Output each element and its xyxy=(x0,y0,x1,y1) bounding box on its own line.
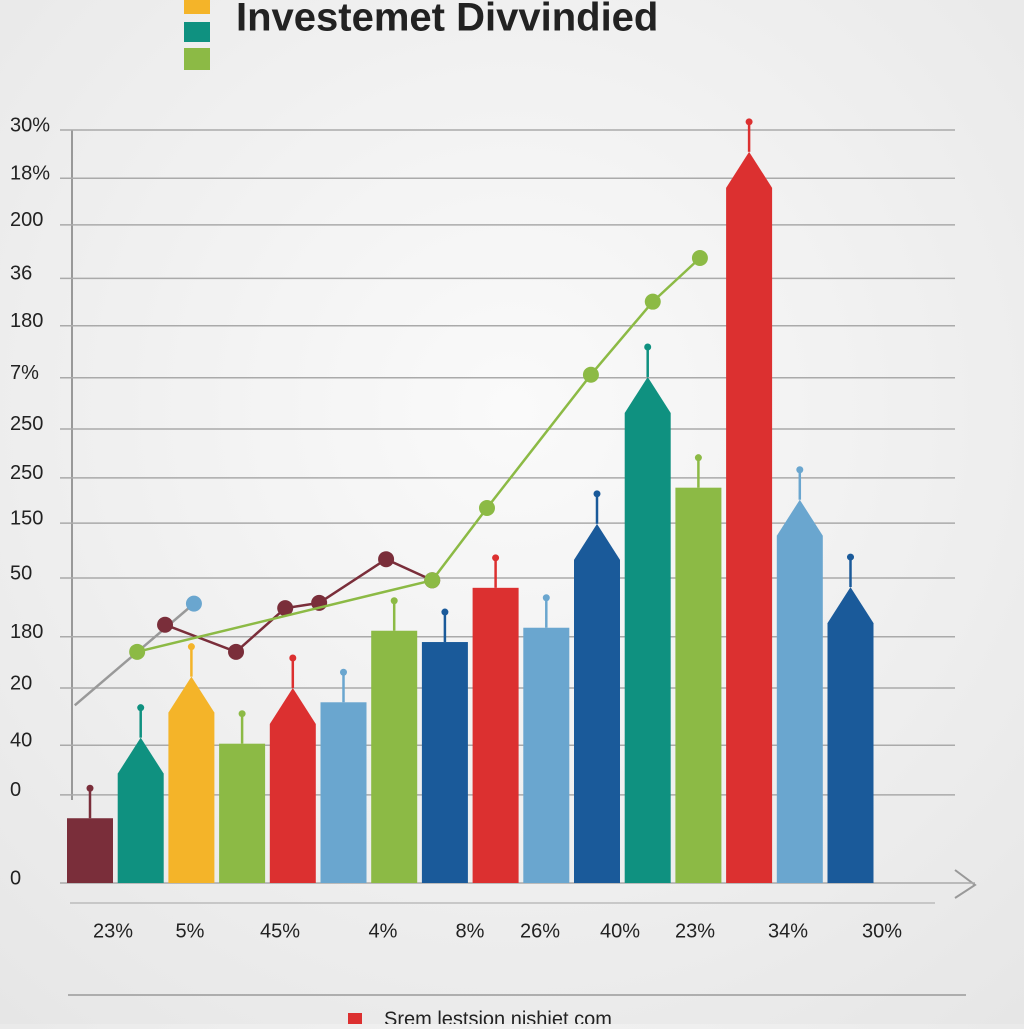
y-tick-label: 18% xyxy=(10,162,50,184)
bar-stem-dot xyxy=(86,784,94,792)
bar xyxy=(168,676,215,883)
line xyxy=(164,557,433,654)
chart-title: Investemet Divvindied xyxy=(236,0,658,40)
x-tick-label: 45% xyxy=(260,920,300,942)
line-marker xyxy=(157,616,174,633)
bar xyxy=(574,523,620,883)
y-tick-label: 36 xyxy=(10,263,32,285)
line-marker xyxy=(185,595,202,612)
line-marker xyxy=(129,643,146,660)
bar xyxy=(776,499,823,883)
bar-stem-dot xyxy=(593,490,601,498)
y-tick-label: 50 xyxy=(10,562,32,584)
bar-stem-dot xyxy=(694,454,702,462)
bar-stem-dot xyxy=(390,597,398,605)
line-marker xyxy=(691,250,708,267)
x-tick-label: 23% xyxy=(93,920,133,942)
line-marker xyxy=(378,551,395,568)
bar xyxy=(219,743,266,883)
bar xyxy=(675,487,722,883)
bar-stem-dot xyxy=(340,668,347,676)
bar-stem-dot xyxy=(542,594,550,602)
bar-stem-dot xyxy=(644,343,652,351)
bar xyxy=(827,587,874,883)
legend-swatch xyxy=(184,48,210,70)
bar-stem-dot xyxy=(187,643,195,651)
bar xyxy=(472,587,519,883)
bar-stem-dot xyxy=(137,704,145,712)
bar xyxy=(117,737,164,883)
bar xyxy=(421,642,468,883)
y-tick-label: 150 xyxy=(10,507,43,529)
y-tick-label: 180 xyxy=(10,310,43,332)
line xyxy=(136,257,701,654)
bar-stem-dot xyxy=(289,654,297,662)
x-tick-label: 26% xyxy=(520,920,560,942)
x-tick-label: 34% xyxy=(768,920,808,942)
legend-swatch xyxy=(184,22,210,42)
x-tick-label: 23% xyxy=(675,920,715,942)
line-marker xyxy=(478,500,495,517)
x-tick-label: 8% xyxy=(456,920,485,942)
bar-stem-dot xyxy=(796,466,804,474)
line-marker xyxy=(424,572,441,589)
bar xyxy=(320,702,367,883)
y-tick-label: 250 xyxy=(10,413,43,435)
line-marker xyxy=(277,600,294,617)
y-tick-label: 0 xyxy=(10,867,21,889)
y-tick-label: 20 xyxy=(10,672,32,694)
y-tick-label: 7% xyxy=(10,362,39,384)
x-tick-label: 40% xyxy=(600,920,640,942)
footer-text: Srem lestsion nishiet com xyxy=(384,1008,612,1024)
y-tick-label: 200 xyxy=(10,209,43,231)
bar-stem-dot xyxy=(492,554,500,562)
x-tick-label: 4% xyxy=(369,920,398,942)
y-tick-label: 0 xyxy=(10,779,21,801)
bar xyxy=(67,818,113,883)
y-tick-label: 180 xyxy=(10,621,43,643)
y-tick-label: 30% xyxy=(10,114,50,136)
bar-stem-dot xyxy=(745,118,753,126)
footer-swatch xyxy=(348,1013,362,1027)
y-tick-label: 40 xyxy=(10,729,32,751)
line-marker xyxy=(582,366,599,383)
bar xyxy=(523,627,570,883)
bar-stem-dot xyxy=(847,553,854,561)
bar xyxy=(371,630,418,883)
line-marker xyxy=(644,293,661,310)
axis-arrow xyxy=(954,869,977,899)
x-tick-label: 5% xyxy=(176,920,205,942)
legend-swatch xyxy=(184,0,210,14)
bar xyxy=(269,687,316,883)
line-marker xyxy=(228,643,245,660)
y-tick-label: 250 xyxy=(10,462,43,484)
bar xyxy=(624,376,671,883)
x-tick-label: 30% xyxy=(862,920,902,942)
bar-stem-dot xyxy=(238,710,246,718)
bar xyxy=(726,151,773,883)
bar-stem-dot xyxy=(441,608,449,616)
